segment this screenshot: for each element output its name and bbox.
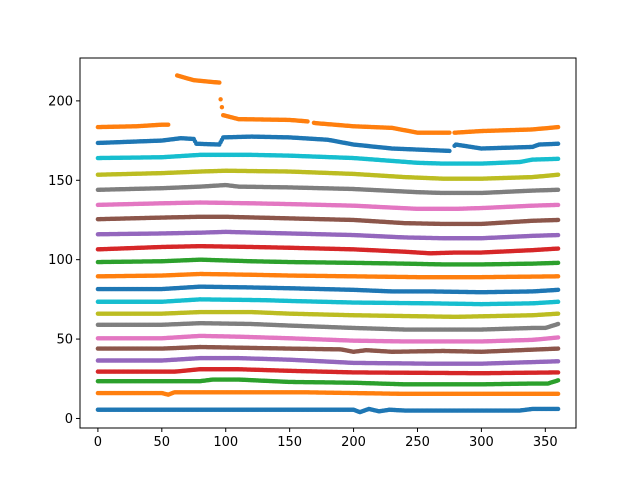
plot-area: [80, 58, 576, 428]
data-point: [555, 287, 561, 293]
data-point: [555, 359, 561, 364]
data-point: [555, 346, 561, 351]
series-4: [95, 355, 561, 366]
data-point: [555, 260, 561, 266]
data-point: [555, 391, 561, 397]
series-0: [95, 406, 561, 415]
series-3: [95, 367, 561, 376]
data-point: [555, 370, 561, 375]
data-point: [555, 274, 561, 279]
series-2: [95, 377, 561, 387]
data-point: [555, 299, 561, 304]
data-point: [555, 406, 561, 412]
data-point: [555, 311, 561, 316]
data-point: [555, 378, 561, 383]
data-points: [95, 73, 561, 415]
series-1: [95, 390, 561, 397]
data-point: [555, 335, 561, 340]
data-point: [555, 321, 561, 327]
series-5: [95, 344, 561, 354]
